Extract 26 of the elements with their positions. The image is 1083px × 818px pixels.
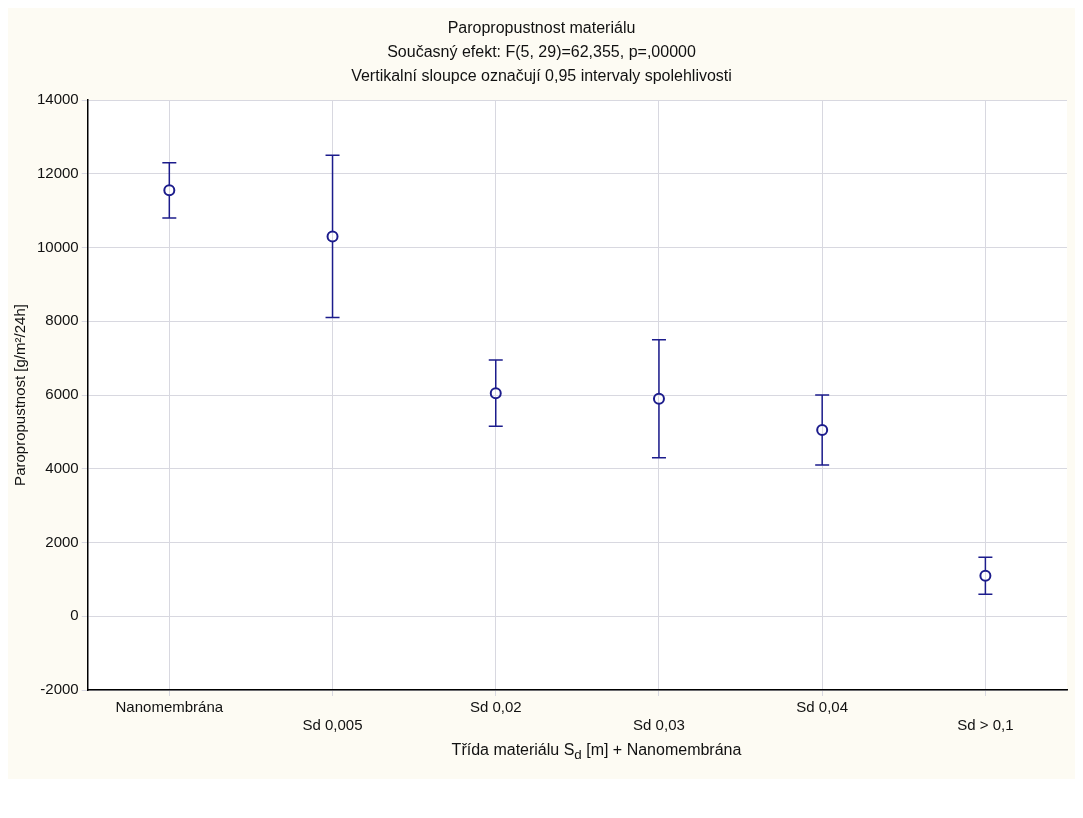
x-tick-label: Sd 0,02	[469, 698, 522, 716]
x-tick-label: Sd > 0,1	[957, 716, 1014, 734]
y-tick-label: 0	[70, 606, 79, 624]
y-tick-label: -2000	[40, 680, 79, 698]
y-tick-label: 2000	[45, 532, 79, 550]
chart-subtitle: Současný efekt: F(5, 29)=62,355, p=,00000	[386, 42, 697, 62]
x-tick-label: Sd 0,04	[796, 698, 849, 716]
x-tick-label: Nanomembrána	[115, 698, 224, 716]
point	[652, 392, 665, 405]
text: Vertikalní sloupce označují 0,95 intervaly spolehlivosti	[350, 66, 733, 86]
y-tick-label: 8000	[45, 311, 79, 329]
x-tick-label: Sd 0,005	[302, 716, 363, 734]
point	[489, 387, 502, 400]
x-tick-label: Sd 0,03	[633, 716, 685, 734]
y-tick-label: 4000	[45, 458, 79, 476]
y-axis-title: Paropropustnost [g/m²/24h]	[11, 304, 29, 486]
y-tick-label: 10000	[36, 237, 79, 255]
x-axis-title: Třída materiálu S$_{d}$ [m] + Nanomembrána	[450, 740, 743, 765]
point	[326, 230, 339, 243]
point	[979, 569, 992, 582]
y-tick-label: 6000	[45, 385, 79, 403]
y-tick-label: 12000	[36, 163, 79, 181]
chart-title: Paropropustnost materiálu	[446, 18, 637, 38]
y-tick-label: 14000	[36, 90, 79, 108]
point	[816, 424, 829, 437]
point	[163, 184, 176, 197]
